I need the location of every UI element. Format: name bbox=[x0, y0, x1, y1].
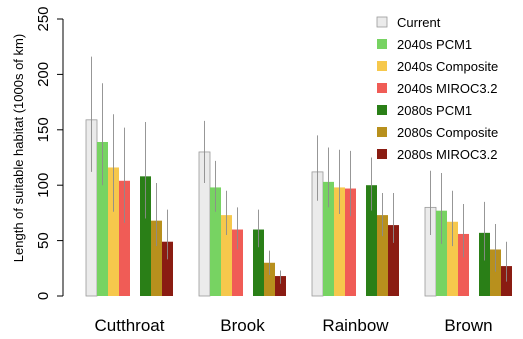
bar bbox=[345, 188, 356, 296]
bar bbox=[334, 187, 345, 296]
bar bbox=[479, 232, 490, 296]
bar bbox=[264, 262, 275, 296]
legend-swatch bbox=[377, 105, 387, 115]
legend: Current 2040s PCM1 2040s Composite 2040s MI… bbox=[376, 15, 498, 162]
y-tick-label: 150 bbox=[35, 117, 52, 142]
bars-layer bbox=[85, 56, 512, 297]
bar bbox=[162, 241, 173, 296]
bar-group-brown bbox=[424, 170, 512, 297]
legend-label: 2080s Composite bbox=[397, 125, 498, 140]
bar bbox=[232, 229, 243, 296]
bar bbox=[140, 176, 151, 296]
legend-item: 2080s Composite bbox=[377, 125, 498, 140]
category-label: Brook bbox=[220, 316, 265, 335]
bar-group-cutthroat bbox=[85, 56, 173, 297]
bar bbox=[210, 187, 221, 296]
bar bbox=[377, 215, 388, 296]
category-label: Brown bbox=[444, 316, 492, 335]
legend-label: 2040s Composite bbox=[397, 59, 498, 74]
legend-swatch bbox=[377, 149, 387, 159]
legend-label: 2080s MIROC3.2 bbox=[397, 147, 497, 162]
legend-item: 2040s Composite bbox=[377, 59, 498, 74]
category-label: Rainbow bbox=[322, 316, 389, 335]
bar bbox=[275, 276, 286, 296]
bar bbox=[388, 225, 399, 296]
bar bbox=[447, 221, 458, 296]
bar bbox=[97, 141, 108, 296]
bar bbox=[458, 233, 469, 296]
y-axis: 0 50 100 150 200 250 bbox=[35, 6, 64, 300]
category-labels: Cutthroat Brook Rainbow Brown bbox=[95, 316, 493, 335]
legend-item: 2040s MIROC3.2 bbox=[377, 81, 497, 96]
bar bbox=[119, 180, 130, 296]
y-tick-label: 200 bbox=[35, 62, 52, 87]
legend-swatch bbox=[377, 39, 387, 49]
legend-item: Current bbox=[376, 15, 441, 30]
bar bbox=[366, 185, 377, 296]
y-tick-label: 100 bbox=[35, 173, 52, 198]
y-tick-label: 0 bbox=[35, 292, 52, 300]
legend-item: 2080s PCM1 bbox=[377, 103, 472, 118]
legend-swatch bbox=[377, 61, 387, 71]
bar-group-brook bbox=[198, 120, 286, 297]
legend-item: 2040s PCM1 bbox=[377, 37, 472, 52]
y-tick-label: 250 bbox=[35, 6, 52, 31]
legend-swatch bbox=[377, 83, 387, 93]
bar bbox=[108, 167, 119, 296]
bar bbox=[436, 210, 447, 296]
category-label: Cutthroat bbox=[95, 316, 165, 335]
bar-group-rainbow bbox=[311, 135, 399, 297]
bar bbox=[221, 215, 232, 296]
legend-swatch bbox=[377, 127, 387, 137]
legend-label: 2040s PCM1 bbox=[397, 37, 472, 52]
bar bbox=[253, 229, 264, 296]
bar bbox=[490, 249, 501, 296]
legend-label: 2040s MIROC3.2 bbox=[397, 81, 497, 96]
legend-item: 2080s MIROC3.2 bbox=[377, 147, 497, 162]
legend-swatch bbox=[376, 16, 388, 28]
bar bbox=[323, 181, 334, 296]
legend-label: 2080s PCM1 bbox=[397, 103, 472, 118]
y-tick-label: 50 bbox=[35, 232, 52, 249]
legend-label: Current bbox=[397, 15, 441, 30]
y-axis-title: Length of suitable habitat (1000s of km) bbox=[11, 34, 26, 262]
bar bbox=[151, 220, 162, 296]
